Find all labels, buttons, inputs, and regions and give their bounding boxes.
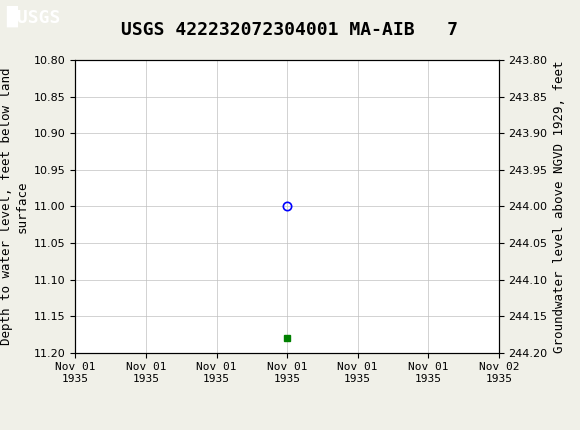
- Text: USGS 422232072304001 MA-AIB   7: USGS 422232072304001 MA-AIB 7: [121, 21, 459, 39]
- Y-axis label: Depth to water level, feet below land
surface: Depth to water level, feet below land su…: [1, 68, 28, 345]
- Y-axis label: Groundwater level above NGVD 1929, feet: Groundwater level above NGVD 1929, feet: [553, 60, 566, 353]
- Text: █USGS: █USGS: [6, 6, 60, 27]
